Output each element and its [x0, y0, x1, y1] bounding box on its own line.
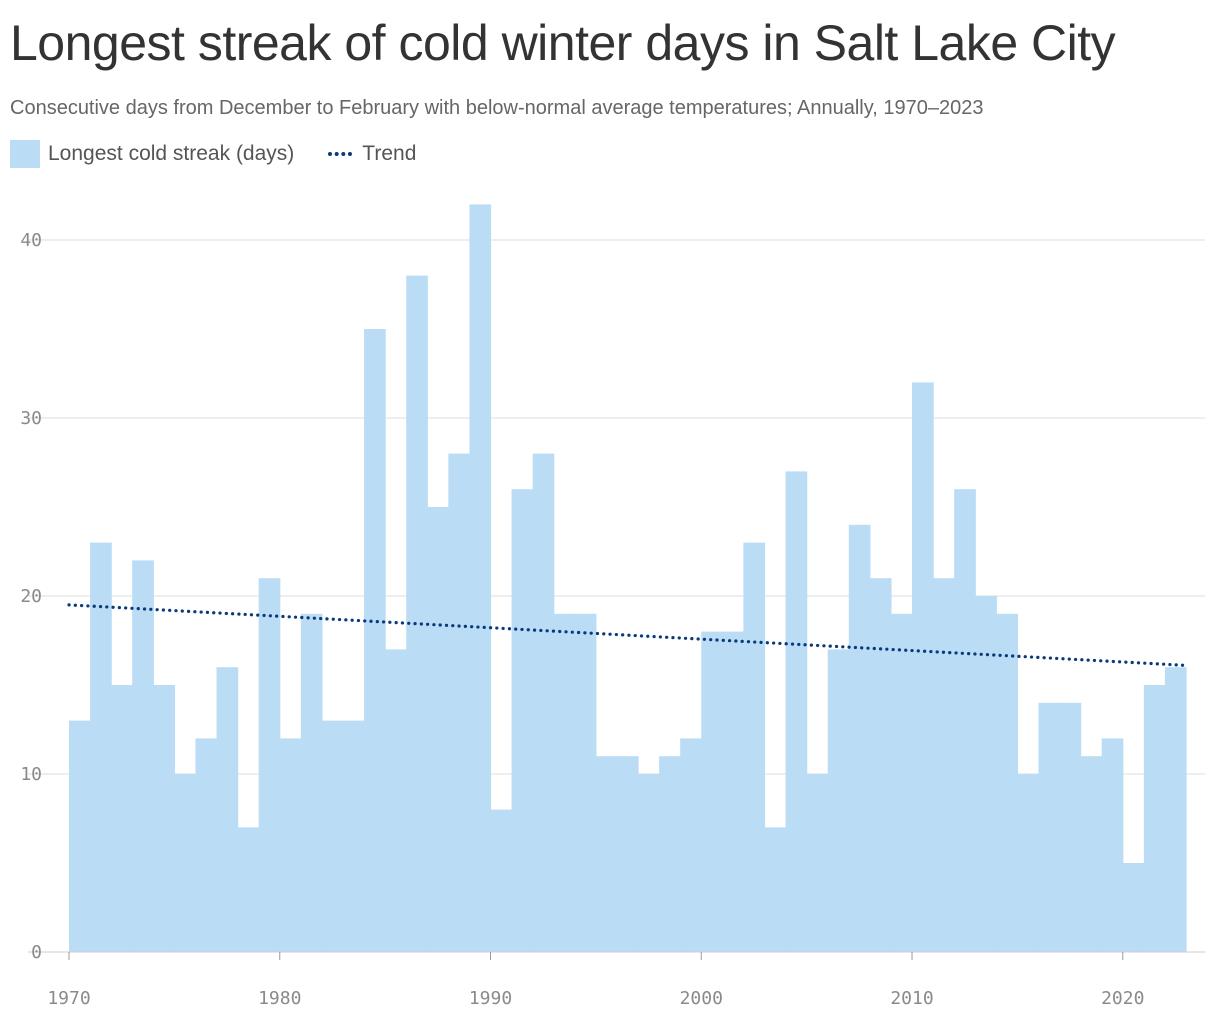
bar-2006 [827, 649, 850, 952]
tick-labels: 0 10 20 30 40 1970 1980 1990 2000 2010 2020 [20, 230, 1144, 1009]
y-tick-label-20: 20 [20, 586, 42, 607]
bar-1992 [532, 453, 555, 952]
legend-label-bars: Longest cold streak (days) [48, 142, 295, 165]
bar-2011 [933, 578, 955, 952]
chart-title: Longest streak of cold winter days in Sa… [10, 15, 1116, 71]
bar-2017 [1059, 702, 1082, 952]
bar-2019 [1101, 738, 1124, 952]
bar-1976 [195, 738, 218, 952]
axes [28, 951, 1205, 960]
bar-1971 [90, 542, 112, 952]
bar-1993 [553, 613, 576, 952]
bar-2003 [764, 827, 787, 952]
legend-swatch-bars [10, 140, 40, 168]
bar-2005 [806, 774, 829, 952]
bar-1977 [216, 667, 239, 952]
x-tick-label-2020: 2020 [1101, 988, 1144, 1009]
bar-1997 [638, 774, 660, 952]
bar-2002 [743, 542, 766, 952]
bar-2008 [869, 578, 892, 952]
legend-swatch-trend [328, 152, 353, 156]
bar-1973 [132, 560, 154, 952]
chart-subtitle: Consecutive days from December to Februa… [10, 97, 984, 119]
bar-2014 [996, 613, 1018, 952]
x-tick-label-1970: 1970 [47, 988, 90, 1009]
bar-2012 [954, 489, 976, 952]
y-tick-label-40: 40 [20, 230, 42, 251]
bar-1999 [680, 738, 702, 952]
bar-2001 [722, 631, 745, 952]
bar-1979 [258, 578, 281, 952]
x-tick-label-2000: 2000 [680, 988, 723, 1009]
legend-item-bars: Longest cold streak (days) [10, 140, 294, 168]
bars [69, 204, 1187, 953]
y-tick-label-10: 10 [20, 764, 42, 785]
bar-2015 [1017, 774, 1040, 952]
bar-1988 [448, 453, 471, 952]
trend-line [67, 603, 1188, 668]
x-tick-label-2010: 2010 [890, 988, 933, 1009]
y-tick-label-30: 30 [20, 408, 42, 429]
bar-1975 [174, 774, 197, 952]
legend-label-trend: Trend [362, 142, 417, 165]
legend-item-trend: Trend [328, 142, 416, 166]
bar-2000 [701, 631, 723, 952]
bar-2007 [848, 524, 871, 952]
bar-1978 [237, 827, 260, 952]
bar-1998 [659, 756, 681, 952]
legend: Longest cold streak (days) Trend [10, 140, 450, 168]
bar-1986 [406, 275, 428, 953]
trend-line-group [67, 603, 1188, 668]
bar-1983 [342, 720, 365, 952]
y-tick-label-0: 0 [31, 942, 42, 963]
x-tick-label-1980: 1980 [258, 988, 301, 1009]
bar-1994 [574, 613, 597, 952]
bar-1984 [364, 329, 386, 952]
bar-1974 [153, 685, 175, 952]
bar-1980 [279, 738, 302, 952]
bar-2010 [912, 382, 934, 952]
bar-1970 [69, 720, 91, 952]
bar-1982 [321, 720, 344, 952]
bar-1990 [490, 809, 513, 952]
bar-1991 [511, 489, 534, 952]
bar-2018 [1080, 756, 1103, 952]
bar-1995 [595, 756, 618, 952]
bar-2013 [975, 596, 997, 952]
bar-1989 [469, 204, 492, 952]
bar-2020 [1122, 863, 1145, 952]
bar-1987 [427, 507, 449, 952]
bar-2009 [890, 613, 913, 952]
grid-lines [28, 239, 1205, 775]
bar-2004 [785, 471, 808, 952]
x-tick-label-1990: 1990 [469, 988, 512, 1009]
bar-2016 [1038, 702, 1061, 952]
bar-2021 [1143, 685, 1166, 952]
bar-1996 [616, 756, 639, 952]
bar-2022 [1164, 667, 1187, 952]
bar-1981 [300, 613, 323, 952]
bar-1985 [385, 649, 407, 952]
bar-1972 [111, 685, 133, 952]
